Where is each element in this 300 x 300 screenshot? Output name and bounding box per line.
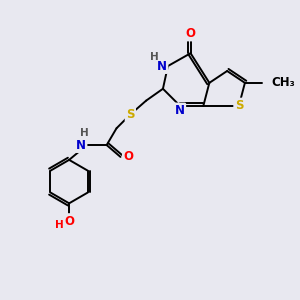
Text: O: O <box>186 27 196 40</box>
Text: O: O <box>64 214 74 228</box>
Text: O: O <box>123 150 134 164</box>
Text: H: H <box>55 220 64 230</box>
Text: S: S <box>235 99 243 112</box>
Text: H: H <box>150 52 158 62</box>
Text: H: H <box>80 128 88 138</box>
Text: N: N <box>76 139 86 152</box>
Text: N: N <box>175 104 185 117</box>
Text: N: N <box>157 60 167 73</box>
Text: S: S <box>126 108 135 121</box>
Text: CH₃: CH₃ <box>272 76 295 89</box>
